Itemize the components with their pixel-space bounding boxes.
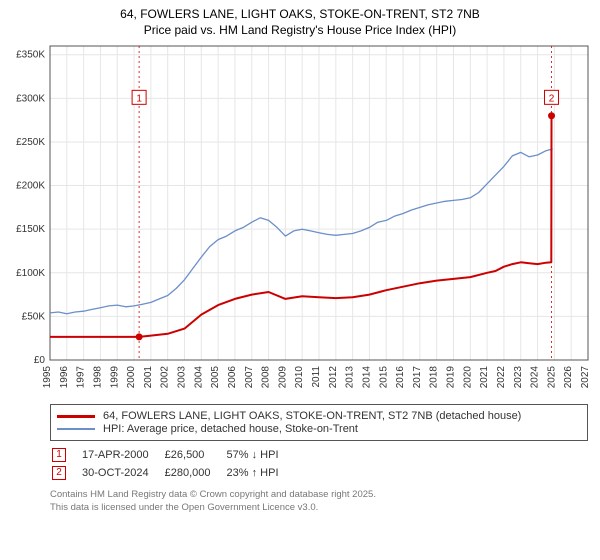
- transaction-row: 1 17-APR-2000£26,50057% ↓ HPI: [52, 447, 293, 463]
- footer-line-1: Contains HM Land Registry data © Crown c…: [50, 489, 588, 501]
- svg-text:2001: 2001: [143, 366, 154, 389]
- svg-text:2006: 2006: [227, 366, 238, 389]
- svg-text:2026: 2026: [563, 366, 574, 389]
- tx-pct: 23% ↑ HPI: [227, 465, 293, 481]
- svg-text:2005: 2005: [210, 366, 221, 389]
- legend-swatch-price: [57, 415, 95, 418]
- svg-text:£300K: £300K: [16, 94, 45, 105]
- svg-text:2022: 2022: [496, 366, 507, 389]
- legend-row-hpi: HPI: Average price, detached house, Stok…: [57, 423, 581, 435]
- svg-text:2025: 2025: [546, 366, 557, 389]
- svg-text:£0: £0: [34, 355, 46, 366]
- svg-text:2018: 2018: [429, 366, 440, 389]
- svg-text:£100K: £100K: [16, 268, 45, 279]
- marker-badge: 1: [52, 448, 66, 462]
- svg-text:2009: 2009: [277, 366, 288, 389]
- svg-text:£250K: £250K: [16, 137, 45, 148]
- footer-line-2: This data is licensed under the Open Gov…: [50, 502, 588, 514]
- chart-title-block: 64, FOWLERS LANE, LIGHT OAKS, STOKE-ON-T…: [0, 0, 600, 40]
- marker-badge: 2: [52, 466, 66, 480]
- svg-text:1: 1: [136, 94, 142, 105]
- svg-text:2007: 2007: [244, 366, 255, 389]
- svg-text:1997: 1997: [76, 366, 87, 389]
- svg-text:2012: 2012: [328, 366, 339, 389]
- title-line-2: Price paid vs. HM Land Registry's House …: [10, 22, 590, 38]
- svg-text:2004: 2004: [193, 366, 204, 389]
- svg-text:2020: 2020: [462, 366, 473, 389]
- svg-text:2014: 2014: [361, 366, 372, 389]
- tx-pct: 57% ↓ HPI: [227, 447, 293, 463]
- legend-label-price: 64, FOWLERS LANE, LIGHT OAKS, STOKE-ON-T…: [103, 410, 521, 422]
- svg-text:2016: 2016: [395, 366, 406, 389]
- svg-text:2017: 2017: [412, 366, 423, 389]
- svg-text:2024: 2024: [530, 366, 541, 389]
- legend-row-price: 64, FOWLERS LANE, LIGHT OAKS, STOKE-ON-T…: [57, 410, 581, 422]
- svg-text:£50K: £50K: [22, 312, 46, 323]
- transactions-table: 1 17-APR-2000£26,50057% ↓ HPI 2 30-OCT-2024…: [50, 445, 295, 483]
- tx-date: 30-OCT-2024: [82, 465, 163, 481]
- tx-price: £26,500: [165, 447, 225, 463]
- title-line-1: 64, FOWLERS LANE, LIGHT OAKS, STOKE-ON-T…: [10, 6, 590, 22]
- tx-date: 17-APR-2000: [82, 447, 163, 463]
- svg-text:2011: 2011: [311, 366, 322, 388]
- transaction-row: 2 30-OCT-2024£280,00023% ↑ HPI: [52, 465, 293, 481]
- svg-text:£150K: £150K: [16, 225, 45, 236]
- svg-text:£350K: £350K: [16, 50, 45, 61]
- svg-text:1995: 1995: [42, 366, 53, 389]
- svg-text:2015: 2015: [378, 366, 389, 389]
- footer: Contains HM Land Registry data © Crown c…: [50, 489, 588, 514]
- svg-text:2021: 2021: [479, 366, 490, 389]
- legend-swatch-hpi: [57, 428, 95, 430]
- svg-text:2: 2: [549, 94, 555, 105]
- svg-text:1998: 1998: [92, 366, 103, 389]
- legend: 64, FOWLERS LANE, LIGHT OAKS, STOKE-ON-T…: [50, 404, 588, 441]
- svg-text:2013: 2013: [345, 366, 356, 389]
- svg-text:2000: 2000: [126, 366, 137, 389]
- svg-text:2003: 2003: [177, 366, 188, 389]
- svg-text:2019: 2019: [446, 366, 457, 389]
- svg-text:2008: 2008: [261, 366, 272, 389]
- svg-text:1999: 1999: [109, 366, 120, 389]
- tx-price: £280,000: [165, 465, 225, 481]
- svg-text:2010: 2010: [294, 366, 305, 389]
- legend-label-hpi: HPI: Average price, detached house, Stok…: [103, 423, 358, 435]
- svg-text:2002: 2002: [160, 366, 171, 389]
- price-chart: £0 £50K £100K £150K £200K £250K £300K £350K 1995…: [0, 40, 600, 400]
- svg-text:2023: 2023: [513, 366, 524, 389]
- svg-text:2027: 2027: [580, 366, 591, 389]
- svg-text:1996: 1996: [59, 366, 70, 389]
- svg-text:£200K: £200K: [16, 181, 45, 192]
